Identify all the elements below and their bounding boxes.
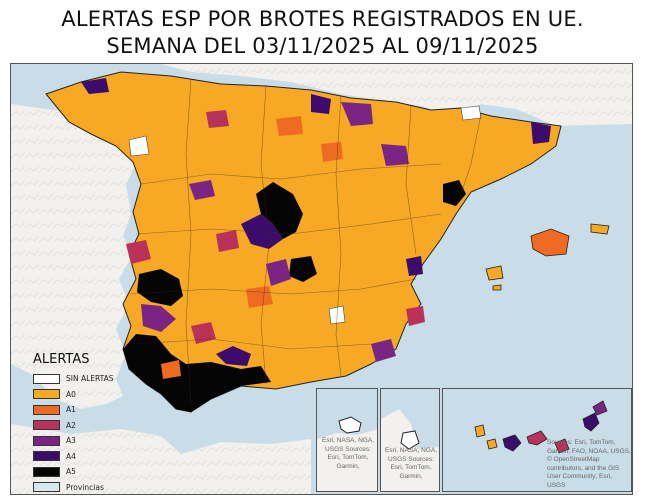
zone-a5-extremadura (137, 269, 183, 306)
legend-title: ALERTAS (33, 352, 90, 367)
legend-label: SIN ALERTAS (66, 374, 114, 384)
legend-swatch (33, 482, 60, 493)
inset-ceuta: Esri, NASA, NGA, USGS Sources: Esri, Tom… (316, 388, 378, 492)
mallorca-island (530, 228, 570, 257)
zone-a5-lamancha (289, 256, 317, 282)
zone-a5-catalonia (443, 180, 466, 206)
zone-a5-center (256, 182, 303, 239)
legend-label: Provincias (66, 482, 104, 492)
melilla-attribution: Esri, NASA, NGA, USGS Sources: Esri, Tom… (384, 447, 437, 480)
zone-a4-east (406, 256, 423, 276)
zone-a2-west (126, 240, 151, 264)
legend-label: A4 (66, 451, 76, 461)
inset-melilla: Esri, NASA, NGA, USGS Sources: Esri, Tom… (380, 388, 440, 492)
legend-swatch (33, 373, 60, 384)
zone-a4-center (241, 214, 283, 249)
zone-a4-north (311, 94, 331, 114)
zone-sin-alertas-galicia (128, 135, 150, 157)
zone-a3-ebro (381, 144, 409, 166)
zone-a3-center (266, 259, 291, 286)
legend-item: A5 (33, 464, 153, 480)
zone-a1-north (276, 116, 303, 136)
zone-a1-west (161, 360, 181, 379)
zone-a2-center (216, 230, 239, 252)
zone-a4-northeast (531, 122, 551, 144)
legend-swatch (33, 404, 60, 415)
legend-swatch (33, 435, 60, 446)
zone-a3-north (341, 102, 373, 126)
map-title-line1: ALERTAS ESP POR BROTES REGISTRADOS EN UE… (61, 7, 584, 31)
inset-canarias: Sources: Esri, TomTom, Garmin, FAO, NOAA… (442, 388, 632, 492)
zone-a2-south (191, 322, 216, 344)
legend-label: A2 (66, 420, 76, 430)
legend-swatch (33, 420, 60, 431)
zone-sin-alertas-pyrenees (460, 105, 482, 121)
legend-item: A3 (33, 433, 153, 449)
melilla-map (381, 389, 439, 491)
canarias-map (443, 389, 631, 491)
france-land (161, 64, 632, 126)
zone-a3-levante (371, 339, 396, 362)
morocco-land (11, 424, 311, 494)
formentera-island (492, 284, 502, 291)
zone-a1-east (321, 142, 343, 162)
menorca-island (590, 223, 610, 235)
spain-map[interactable] (11, 64, 633, 495)
legend-item: Provincias (33, 480, 153, 495)
province-borders (130, 78, 482, 405)
map-title-line2: SEMANA DEL 03/11/2025 AL 09/11/2025 (106, 34, 539, 58)
legend-swatch (33, 389, 60, 400)
portugal-land (11, 104, 136, 409)
zone-a4-galicia (81, 78, 109, 94)
legend-swatch (33, 466, 60, 477)
legend-label: A0 (66, 389, 76, 399)
legend-item: A0 (33, 387, 153, 403)
zone-a3-castilla (189, 180, 215, 200)
canarias-attribution: Sources: Esri, TomTom, Garmin, FAO, NOAA… (547, 439, 631, 489)
zone-a5-southwest (123, 334, 271, 412)
zone-a3-west (141, 304, 176, 332)
legend-swatch (33, 451, 60, 462)
legend-item: A1 (33, 402, 153, 418)
legend: ALERTAS SIN ALERTAS A0 A1 A2 A3 A4 A5 (33, 352, 153, 495)
legend-item: A4 (33, 449, 153, 465)
zone-a4-south (216, 346, 251, 366)
zone-a2-north (206, 110, 229, 128)
ceuta-attribution: Esri, NASA, NGA, USGS Sources: Esri, Tom… (321, 437, 374, 470)
zone-a2-murcia (406, 306, 425, 326)
ibiza-island (485, 265, 504, 281)
legend-label: A3 (66, 436, 76, 446)
legend-label: A1 (66, 405, 76, 415)
map-frame[interactable]: ALERTAS SIN ALERTAS A0 A1 A2 A3 A4 A5 (10, 63, 633, 495)
legend-item: SIN ALERTAS (33, 371, 153, 387)
legend-label: A5 (66, 467, 76, 477)
ceuta-map (317, 389, 377, 491)
legend-item: A2 (33, 418, 153, 434)
